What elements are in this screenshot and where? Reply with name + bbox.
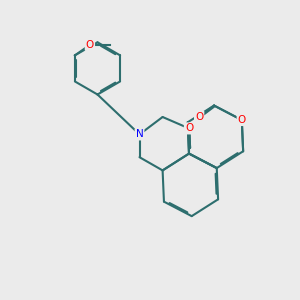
- Text: O: O: [238, 115, 246, 125]
- Text: O: O: [195, 112, 203, 122]
- Text: O: O: [185, 123, 193, 134]
- Text: N: N: [136, 129, 143, 140]
- Text: O: O: [86, 40, 94, 50]
